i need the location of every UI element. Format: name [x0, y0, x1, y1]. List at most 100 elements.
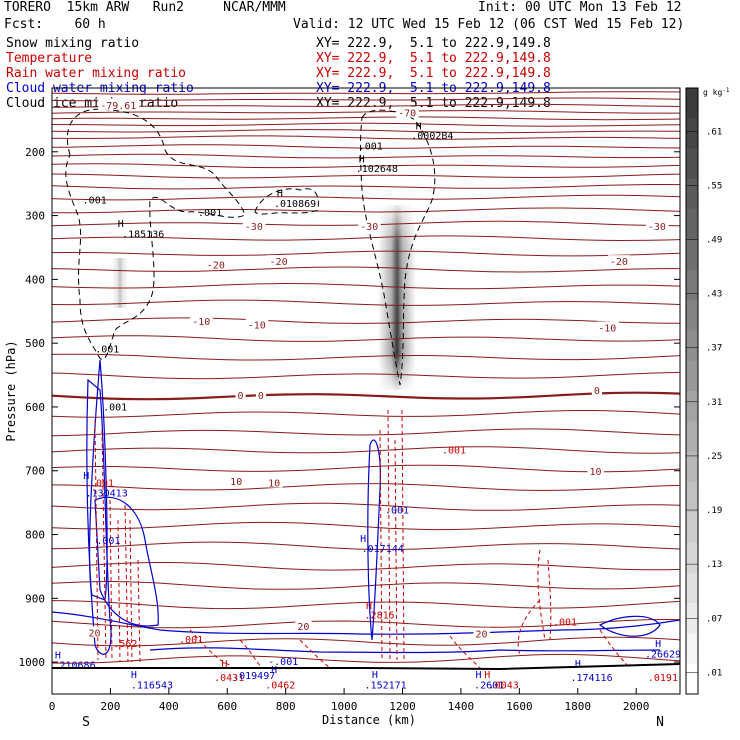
isotherm-line — [52, 266, 680, 273]
isotherm-line — [52, 391, 680, 401]
isotherm-line — [52, 317, 680, 324]
isotherm-line — [52, 618, 680, 629]
isotherm-line — [52, 194, 680, 201]
isotherm-line — [52, 636, 680, 647]
colorbar-segment — [686, 391, 698, 422]
y-tick-label: 300 — [25, 210, 45, 223]
isotherm-label: -10 — [248, 320, 266, 331]
contour-value-label: .010869 — [274, 199, 316, 210]
isotherm-line — [52, 91, 680, 95]
x-tick-label: 400 — [159, 700, 179, 713]
isotherm-label: -10 — [598, 323, 616, 334]
isotherm-line — [52, 562, 680, 571]
isotherm-line — [52, 464, 680, 473]
contour-value-label: .116543 — [131, 681, 173, 692]
contour-value-label: H — [55, 651, 61, 662]
isotherm-label-bg — [358, 220, 381, 232]
temperature-isotherms — [52, 91, 680, 664]
contour-value-label: .562 — [113, 639, 137, 650]
contour-value-label: .0191 — [648, 673, 678, 684]
contour-value-label: .001 — [95, 345, 119, 356]
plot-frame — [51, 87, 681, 695]
contour-value-label: H — [131, 670, 137, 681]
contour-value-label: .001 — [96, 536, 120, 547]
isotherm-line — [52, 250, 680, 257]
contour-value-label: .001 — [103, 403, 127, 414]
isotherm-label-bg — [596, 321, 619, 333]
isotherm-line — [52, 110, 680, 114]
contour-value-label: H — [118, 219, 124, 230]
colorbar-tick-label: .61 — [706, 127, 722, 137]
x-axis-label: Distance (km) — [322, 713, 416, 727]
colorbar-segment — [686, 633, 698, 665]
contour-value-label: -.001 — [268, 657, 298, 668]
forecast-hour: Fcst: 60 h — [4, 17, 106, 32]
endpoint-south: S — [82, 715, 90, 730]
isotherm-label-bg — [267, 255, 291, 267]
legend-rain: Rain water mixing ratio — [6, 66, 187, 81]
isotherm-line — [52, 521, 680, 531]
contour-value-label: .130413 — [86, 489, 128, 500]
colorbar-tick-label: .49 — [706, 236, 722, 246]
y-tick-label: 800 — [25, 529, 45, 542]
contour-value-label: .001 — [179, 635, 203, 646]
colorbar-segment — [686, 481, 698, 513]
isotherm-line — [52, 541, 680, 551]
isotherm-label-bg — [255, 389, 267, 401]
isotherm-line — [52, 235, 680, 242]
y-tick-label: 1000 — [19, 656, 46, 669]
isotherm-line — [52, 122, 680, 127]
contour-value-label: H — [83, 471, 89, 482]
isotherm-label-bg — [473, 627, 490, 639]
isotherm-label-bg — [86, 626, 103, 638]
isotherm-label-bg — [245, 318, 269, 330]
contour-value-label: .0431 — [214, 673, 244, 684]
isotherm-label: 10 — [230, 477, 242, 488]
x-tick-label: 1800 — [565, 700, 592, 713]
y-tick-label: 500 — [25, 337, 45, 350]
isotherm-line — [52, 410, 680, 418]
isotherm-line — [52, 153, 680, 159]
isotherm-line — [52, 103, 680, 108]
isotherm-line — [52, 282, 680, 290]
isotherm-label: 10 — [268, 478, 280, 489]
isotherm-label: -20 — [270, 257, 288, 268]
contour-value-label: H — [372, 670, 378, 681]
isotherm-line — [52, 135, 680, 140]
colorbar-tick-label: .01 — [706, 668, 722, 678]
contour-value-label: .174116 — [570, 673, 612, 684]
isotherm-line — [52, 502, 680, 511]
colorbar-segment — [686, 300, 698, 331]
contour-value-label: .2601 — [474, 681, 504, 692]
colorbar-tick-label: .43 — [706, 290, 722, 300]
contour-value-label: H — [271, 665, 277, 676]
x-tick-label: 800 — [276, 700, 296, 713]
contour-value-label: .001 — [90, 478, 114, 489]
endpoint-north: N — [656, 715, 664, 730]
axes: 0 200 400 600 800 1000 1200 1400 1600 1800 2000200… — [19, 146, 680, 713]
isotherm-line — [52, 483, 680, 491]
contour-value-label: .266292 — [645, 649, 687, 660]
isotherm-label-bg — [591, 384, 603, 395]
legend-snow-xy: XY= 222.9, 5.1 to 222.9,149.8 — [316, 36, 551, 51]
legend-temperature: Temperature — [6, 51, 93, 66]
contour-value-label: .0462 — [265, 681, 295, 692]
isotherm-label: 0 — [237, 391, 243, 402]
isotherm-label-bg — [98, 98, 140, 110]
contour-value-label: H — [655, 639, 661, 650]
contour-value-label: H — [476, 670, 482, 681]
isotherm-line — [52, 163, 680, 169]
isotherm-label-bg — [204, 258, 228, 270]
isotherm-line — [52, 580, 680, 590]
isotherm-label-bg — [587, 465, 604, 477]
x-tick-label: 1600 — [506, 700, 533, 713]
contour-value-label: .2815 — [365, 611, 395, 622]
contour-labels: -79.61 -70 -30 -30 -30 -20 -20 -20 -10 -10 -10 0 0 0 1… — [53, 98, 687, 692]
contour-value-label: H — [484, 670, 490, 681]
isotherm-line — [52, 173, 680, 179]
contour-value-label: .0002B4 — [411, 131, 453, 142]
legend-rain-xy: XY= 222.9, 5.1 to 222.9,149.8 — [316, 66, 551, 81]
contour-value-label: H — [221, 659, 227, 670]
isotherm-label: 20 — [89, 628, 101, 639]
